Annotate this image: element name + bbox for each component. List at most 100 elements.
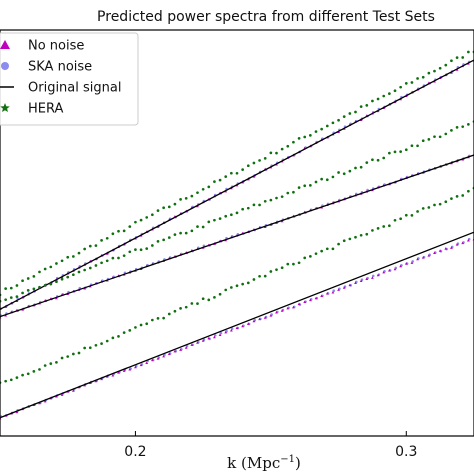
no-noise-point [15,410,19,414]
legend-label: HERA [28,102,63,117]
no-noise-point [38,401,41,405]
legend-box [0,32,139,126]
hera-point [218,178,222,182]
hera-point [455,125,459,129]
original-signal-line [0,59,474,310]
x-tick-label: 0.2 [124,444,146,460]
hera-point [416,210,419,213]
hera-point [49,282,53,286]
hera-point [388,224,391,228]
hera-point [297,186,301,189]
original-signal-line [0,231,474,419]
hera-point [66,255,70,259]
no-noise-point [342,286,346,289]
x-axis-label: k (Mpc−1) [227,454,301,472]
hera-point [151,244,154,247]
hera-point [15,284,19,287]
hera-point [292,140,295,144]
hera-point [348,169,352,173]
hera-point [416,77,419,80]
hera-point [55,280,58,284]
hera-point [77,270,81,274]
hera-point [421,139,425,143]
hera-point [60,356,64,360]
hera-point [371,229,374,232]
hera-point [371,99,374,103]
hera-point [9,286,13,290]
hera-point [207,220,211,224]
hera-point [173,202,177,206]
hera-point [450,59,453,63]
no-noise-point [190,343,194,346]
hera-point [461,56,465,59]
hera-point [444,132,448,136]
hera-point [246,281,250,285]
no-noise-point [416,257,419,261]
hera-point [21,279,24,283]
no-noise-point [292,305,295,309]
hera-point [275,151,278,155]
hera-point [43,364,47,367]
hera-point [433,203,436,207]
no-noise-point [444,247,448,250]
no-noise-point [410,261,414,264]
series-group-1 [0,50,474,310]
hera-point [134,326,137,329]
hera-point [32,287,36,291]
hera-point [26,372,30,376]
hera-point [117,256,120,260]
hera-point [190,194,194,198]
hera-point [60,277,64,281]
hera-point [438,135,442,139]
no-noise-point [461,241,465,245]
series-group-2 [0,120,474,319]
no-noise-point [145,361,149,365]
hera-point [297,261,301,265]
hera-point [269,151,273,155]
hera-point [162,238,165,242]
hera-point [26,289,30,292]
hera-point [218,292,222,296]
no-noise-point [433,251,436,255]
no-noise-point [241,324,245,328]
hera-point [66,275,70,279]
hera-point [224,214,228,218]
no-noise-point [348,283,352,287]
hera-point [421,75,425,79]
hera-point [461,194,465,197]
hera-point [325,124,329,128]
hera-point [15,376,19,379]
hera-point [156,209,160,213]
no-noise-point [263,316,267,319]
hera-point [455,56,459,59]
hera-point [393,218,397,222]
hera-point [399,150,402,154]
hera-point [314,252,318,256]
hera-point [297,136,301,140]
hera-point [410,81,414,84]
no-noise-point [438,249,442,252]
hera-point [196,225,199,228]
hera-point [139,248,143,252]
hera-point [184,305,188,309]
no-noise-point [387,269,391,272]
hera-point [314,130,318,133]
hera-point [292,190,295,194]
hera-point [111,256,115,260]
hera-point [286,262,290,266]
hera-point [100,239,103,242]
hera-point [32,370,36,373]
no-noise-point [308,298,312,302]
hera-point [88,266,92,270]
no-noise-point [354,281,357,285]
hera-point [190,302,194,305]
no-noise-point [427,254,431,257]
hera-point [83,268,86,272]
hera-point [427,138,431,141]
hera-point [438,202,442,206]
hera-point [461,125,465,129]
hera-point [230,213,233,217]
hera-point [410,214,414,217]
no-noise-point [167,352,171,356]
